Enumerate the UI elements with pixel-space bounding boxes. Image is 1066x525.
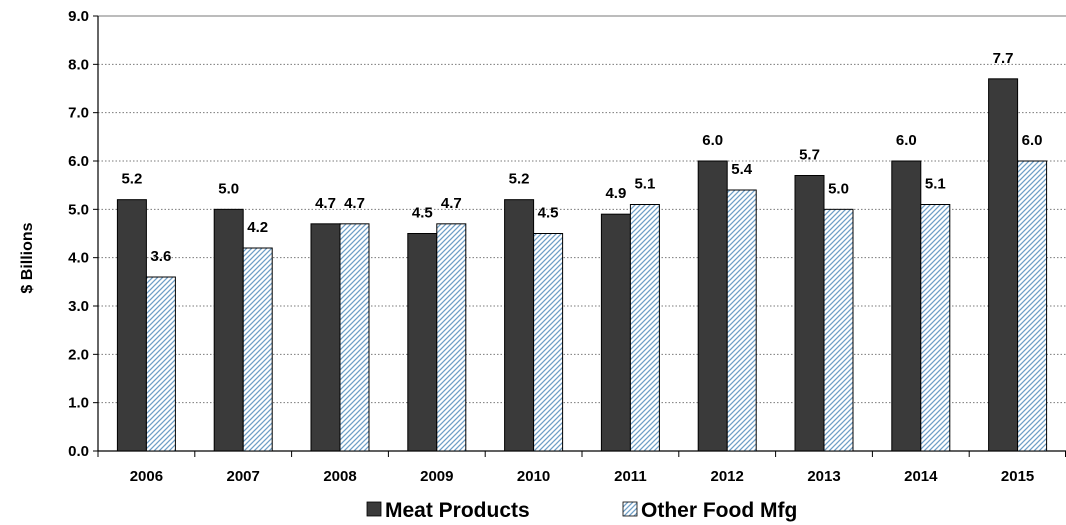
bar-other-food-mfg-2007 xyxy=(242,247,273,452)
data-label-meat-products-2013: 5.7 xyxy=(799,147,820,164)
data-label-meat-products-2015: 7.7 xyxy=(993,50,1014,67)
legend: Meat Products Other Food Mfg xyxy=(366,499,797,522)
x-tick-label: 2006 xyxy=(130,468,163,485)
bar-other-food-mfg-2008 xyxy=(339,223,370,452)
bar-meat-products-2006 xyxy=(116,199,147,452)
legend-swatch-meat-products xyxy=(366,501,382,517)
legend-swatch-other-food-mfg xyxy=(622,501,638,517)
x-tick-label: 2008 xyxy=(323,468,356,485)
data-label-other-food-mfg-2006: 3.6 xyxy=(150,248,171,265)
bar-meat-products-2014 xyxy=(891,160,922,452)
bar-meat-products-2015 xyxy=(988,78,1019,452)
data-label-meat-products-2009: 4.5 xyxy=(412,205,433,222)
y-tick-label: 7.0 xyxy=(68,105,89,122)
y-tick-label: 5.0 xyxy=(68,201,89,218)
data-label-meat-products-2010: 5.2 xyxy=(509,171,530,188)
bar-meat-products-2011 xyxy=(600,213,631,452)
bar-meat-products-2009 xyxy=(407,233,438,452)
bar-other-food-mfg-2015 xyxy=(1017,160,1048,452)
x-tick-label: 2015 xyxy=(1001,468,1034,485)
x-tick-label: 2009 xyxy=(420,468,453,485)
bar-other-food-mfg-2013 xyxy=(823,208,854,452)
data-label-other-food-mfg-2012: 5.4 xyxy=(731,161,753,178)
y-tick-label: 8.0 xyxy=(68,56,89,73)
legend-label-other-food-mfg: Other Food Mfg xyxy=(641,499,797,522)
data-label-other-food-mfg-2007: 4.2 xyxy=(247,219,268,236)
y-tick-label: 1.0 xyxy=(68,395,89,412)
data-label-other-food-mfg-2009: 4.7 xyxy=(441,195,462,212)
bar-other-food-mfg-2011 xyxy=(629,204,660,452)
x-tick-label: 2011 xyxy=(614,468,647,485)
data-label-other-food-mfg-2011: 5.1 xyxy=(634,176,655,193)
x-tick-label: 2013 xyxy=(807,468,840,485)
data-label-other-food-mfg-2010: 4.5 xyxy=(538,205,559,222)
bar-meat-products-2012 xyxy=(697,160,728,452)
bar-meat-products-2013 xyxy=(794,175,825,452)
bar-other-food-mfg-2009 xyxy=(436,223,467,452)
bar-meat-products-2008 xyxy=(310,223,341,452)
x-tick-label: 2014 xyxy=(904,468,938,485)
bar-other-food-mfg-2010 xyxy=(533,233,564,452)
data-label-meat-products-2011: 4.9 xyxy=(605,185,626,202)
bar-other-food-mfg-2012 xyxy=(726,189,757,452)
bar-other-food-mfg-2006 xyxy=(145,276,176,452)
y-tick-label: 6.0 xyxy=(68,153,89,170)
data-label-meat-products-2006: 5.2 xyxy=(121,171,142,188)
y-tick-label: 0.0 xyxy=(68,443,89,460)
data-label-other-food-mfg-2008: 4.7 xyxy=(344,195,365,212)
data-label-other-food-mfg-2013: 5.0 xyxy=(828,180,849,197)
data-label-meat-products-2014: 6.0 xyxy=(896,132,917,149)
x-tick-label: 2010 xyxy=(517,468,550,485)
bar-meat-products-2010 xyxy=(504,199,535,452)
y-tick-label: 2.0 xyxy=(68,346,89,363)
y-tick-label: 9.0 xyxy=(68,8,89,25)
bar-meat-products-2007 xyxy=(213,208,244,452)
bar-other-food-mfg-2014 xyxy=(920,204,951,452)
data-label-meat-products-2012: 6.0 xyxy=(702,132,723,149)
data-label-other-food-mfg-2014: 5.1 xyxy=(925,176,946,193)
x-tick-label: 2012 xyxy=(711,468,744,485)
y-tick-label: 3.0 xyxy=(68,298,89,315)
legend-label-meat-products: Meat Products xyxy=(385,499,530,522)
y-tick-label: 4.0 xyxy=(68,250,89,267)
y-axis-label: $ Billions xyxy=(19,222,36,293)
x-tick-label: 2007 xyxy=(227,468,260,485)
data-label-meat-products-2008: 4.7 xyxy=(315,195,336,212)
data-label-other-food-mfg-2015: 6.0 xyxy=(1022,132,1043,149)
data-label-meat-products-2007: 5.0 xyxy=(218,180,239,197)
